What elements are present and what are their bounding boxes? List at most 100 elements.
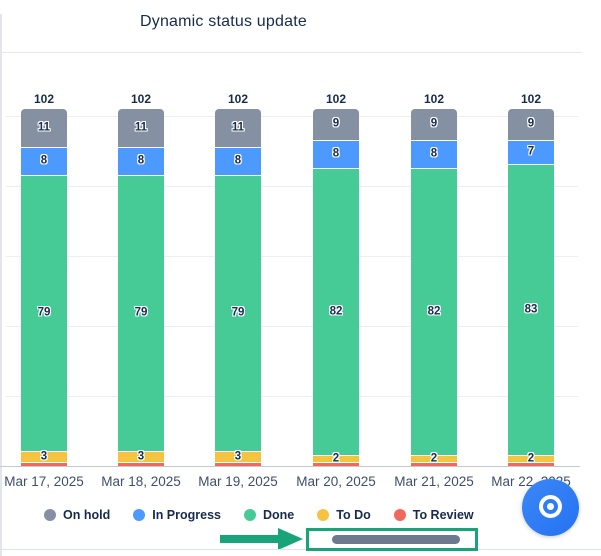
legend-dot-icon xyxy=(244,509,256,521)
x-axis-label: Mar 20, 2025 xyxy=(296,474,376,489)
legend-label: To Review xyxy=(412,508,474,522)
segment-to-review[interactable] xyxy=(21,462,67,466)
x-axis-line xyxy=(0,466,580,467)
segment-value-label: 83 xyxy=(524,303,538,316)
legend-dot-icon xyxy=(133,509,146,521)
segment-to-do[interactable]: 2 xyxy=(411,452,457,464)
gridline xyxy=(6,326,578,327)
segment-value-label: 8 xyxy=(332,147,340,160)
segment-value-label: 82 xyxy=(427,305,441,317)
segment-to-review[interactable] xyxy=(411,462,457,466)
legend-item-to-review[interactable]: To Review xyxy=(393,508,474,522)
segment-value-label: 9 xyxy=(527,117,535,130)
legend-dot-icon xyxy=(317,509,330,521)
x-axis-label: Mar 21, 2025 xyxy=(394,474,474,489)
segment-value-label: 8 xyxy=(137,154,145,167)
segment-to-review[interactable] xyxy=(118,462,164,466)
legend-item-in-progress[interactable]: In Progress xyxy=(133,508,221,522)
segment-value-label: 9 xyxy=(332,117,340,130)
segment-value-label: 8 xyxy=(40,154,48,167)
segment-to-do[interactable]: 3 xyxy=(118,450,164,463)
segment-value-label: 9 xyxy=(430,117,438,130)
segment-value-label: 11 xyxy=(231,121,245,134)
segment-to-review[interactable] xyxy=(313,462,359,466)
x-axis-label: Mar 17, 2025 xyxy=(4,474,84,489)
segment-value-label: 3 xyxy=(234,450,242,463)
bar-mar-20-2025[interactable]: 9 8 82 2 xyxy=(313,109,359,466)
segment-to-do[interactable]: 2 xyxy=(508,452,554,464)
assistant-fab-button[interactable] xyxy=(522,479,581,538)
annotation-arrow-icon xyxy=(220,528,303,550)
chart-legend: On hold In Progress Done To Do To Review xyxy=(44,508,474,522)
legend-dot-icon xyxy=(44,509,56,521)
segment-to-do[interactable]: 2 xyxy=(313,452,359,464)
gridline xyxy=(6,186,578,187)
segment-on-hold[interactable]: 11 xyxy=(215,109,261,148)
segment-to-do[interactable]: 3 xyxy=(215,450,261,463)
annotation-highlight-box xyxy=(306,528,478,551)
bar-mar-21-2025[interactable]: 9 8 82 2 xyxy=(411,109,457,466)
bar-total-label: 102 xyxy=(227,92,249,106)
legend-label: To Do xyxy=(336,508,371,522)
segment-in-progress[interactable]: 8 xyxy=(313,140,359,169)
segment-done[interactable]: 82 xyxy=(411,168,457,456)
gridline xyxy=(6,116,578,117)
legend-item-on-hold[interactable]: On hold xyxy=(44,508,110,522)
segment-value-label: 8 xyxy=(430,147,438,160)
segment-done[interactable]: 82 xyxy=(313,168,359,456)
bar-total-label: 102 xyxy=(520,92,542,106)
segment-value-label: 11 xyxy=(37,121,51,134)
chart-title: Dynamic status update xyxy=(140,13,307,30)
legend-label: On hold xyxy=(63,508,111,522)
x-axis-label: Mar 19, 2025 xyxy=(198,474,278,489)
segment-value-label: 7 xyxy=(527,145,535,158)
bar-total-label: 102 xyxy=(130,92,152,106)
legend-dot-icon xyxy=(393,509,406,521)
segment-to-do[interactable]: 3 xyxy=(21,450,67,463)
bar-total-label: 102 xyxy=(33,92,55,106)
horizontal-scrollbar-thumb[interactable] xyxy=(332,535,460,544)
segment-done[interactable]: 83 xyxy=(508,165,554,456)
target-speech-bubble-icon xyxy=(539,495,581,538)
segment-value-label: 3 xyxy=(137,450,145,463)
bar-total-label: 102 xyxy=(423,92,445,106)
segment-value-label: 3 xyxy=(40,450,48,463)
gridline xyxy=(6,256,578,257)
segment-on-hold[interactable]: 11 xyxy=(21,109,67,148)
gridline xyxy=(6,396,578,397)
segment-done[interactable]: 79 xyxy=(21,175,67,452)
segment-done[interactable]: 79 xyxy=(118,175,164,452)
segment-in-progress[interactable]: 8 xyxy=(215,147,261,176)
bar-mar-22-2025[interactable]: 9 7 83 2 xyxy=(508,109,554,466)
legend-label: In Progress xyxy=(152,508,221,522)
title-divider xyxy=(0,52,582,53)
segment-value-label: 79 xyxy=(134,306,148,319)
segment-in-progress[interactable]: 8 xyxy=(411,140,457,169)
segment-value-label: 8 xyxy=(234,154,242,167)
segment-value-label: 79 xyxy=(231,306,245,319)
segment-to-review[interactable] xyxy=(508,462,554,466)
segment-in-progress[interactable]: 8 xyxy=(21,147,67,176)
segment-on-hold[interactable]: 9 xyxy=(508,109,554,141)
segment-done[interactable]: 79 xyxy=(215,175,261,452)
panel-left-border xyxy=(0,14,2,556)
segment-on-hold[interactable]: 9 xyxy=(313,109,359,141)
bar-mar-19-2025[interactable]: 11 8 79 3 xyxy=(215,109,261,466)
legend-item-to-do[interactable]: To Do xyxy=(317,508,371,522)
bar-total-label: 102 xyxy=(325,92,347,106)
segment-value-label: 82 xyxy=(329,305,343,317)
segment-value-label: 11 xyxy=(134,121,148,134)
segment-in-progress[interactable]: 8 xyxy=(118,147,164,176)
segment-to-review[interactable] xyxy=(215,462,261,466)
page-bottom-divider xyxy=(0,549,601,550)
segment-in-progress[interactable]: 7 xyxy=(508,140,554,165)
bar-mar-17-2025[interactable]: 11 8 79 3 xyxy=(21,109,67,466)
legend-item-done[interactable]: Done xyxy=(244,508,294,522)
bar-mar-18-2025[interactable]: 11 8 79 3 xyxy=(118,109,164,466)
segment-on-hold[interactable]: 11 xyxy=(118,109,164,148)
segment-value-label: 79 xyxy=(37,306,51,319)
segment-on-hold[interactable]: 9 xyxy=(411,109,457,141)
x-axis-label: Mar 18, 2025 xyxy=(101,474,181,489)
